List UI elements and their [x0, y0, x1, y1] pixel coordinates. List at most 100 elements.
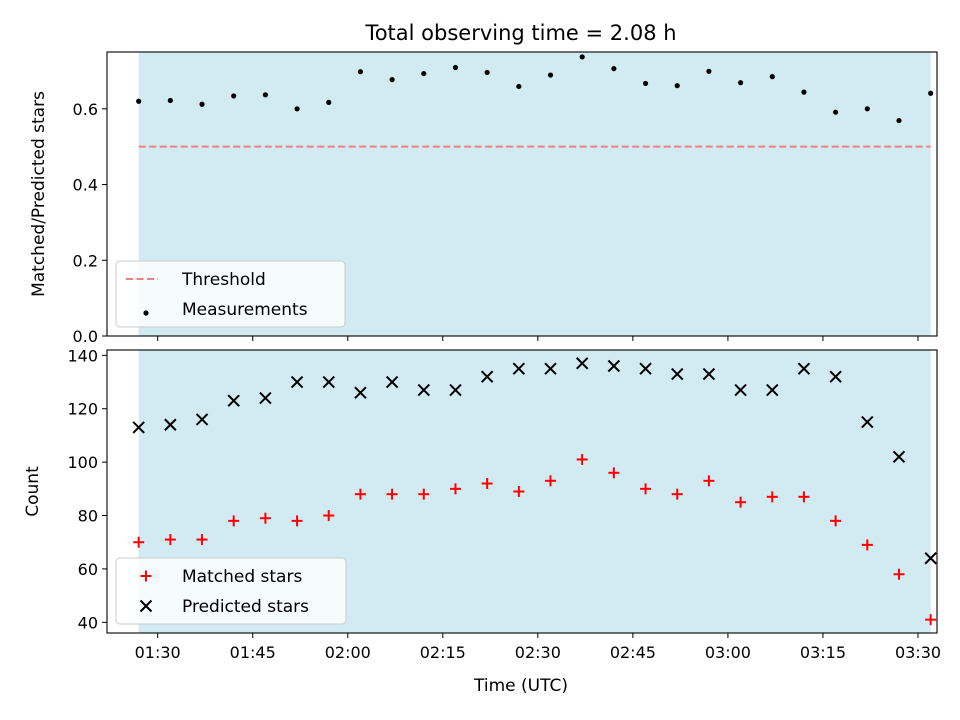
- legend-label-measurements: Measurements: [182, 300, 308, 320]
- predicted-stars-point-2: [195, 413, 209, 426]
- matched-stars-point-2: [196, 534, 208, 546]
- predicted-stars-point-8: [385, 375, 399, 389]
- matched-stars-point-3: [228, 515, 240, 527]
- xtick-label-6: 03:00: [705, 643, 751, 662]
- ratio-ytick-label-2: 0.4: [73, 176, 98, 195]
- predicted-stars-point-9: [417, 383, 431, 397]
- count-ytick-label-0: 40: [78, 613, 98, 632]
- ratio-ytick-label-1: 0.2: [73, 251, 98, 270]
- predicted-stars-point-6: [322, 375, 335, 389]
- xtick-label-2: 02:00: [325, 643, 371, 662]
- measurements-point-18: [706, 68, 712, 74]
- predicted-stars-point-15: [607, 359, 621, 373]
- predicted-stars-point-11: [480, 370, 494, 383]
- predicted-stars-point-12: [512, 362, 526, 375]
- measurements-point-6: [326, 99, 332, 105]
- measurements-point-13: [547, 72, 554, 78]
- legend-label-threshold: Threshold: [181, 270, 266, 290]
- predicted-stars-point-25: [924, 552, 937, 565]
- matched-stars-point-8: [386, 488, 398, 500]
- measurements-point-12: [516, 83, 522, 90]
- predicted-stars-point-24: [892, 450, 906, 463]
- predicted-stars-point-16: [639, 362, 652, 375]
- matched-stars-point-15: [608, 467, 620, 479]
- count-ytick-label-1: 60: [78, 560, 98, 579]
- matched-stars-point-20: [766, 491, 778, 503]
- xtick-label-3: 02:15: [420, 643, 466, 662]
- predicted-stars-point-21: [797, 362, 811, 375]
- measurements-point-25: [928, 90, 934, 96]
- x-axis-label: Time (UTC): [473, 676, 568, 696]
- measurements-point-15: [611, 66, 617, 72]
- matched-stars-point-12: [513, 486, 525, 497]
- matched-stars-point-10: [449, 483, 461, 495]
- measurements-point-9: [421, 70, 427, 77]
- predicted-stars-point-7: [354, 386, 367, 399]
- measurements-point-21: [801, 89, 807, 95]
- matched-stars-point-6: [323, 510, 335, 522]
- count-legend: Matched stars Predicted stars: [115, 557, 347, 625]
- matched-stars-point-7: [354, 488, 366, 500]
- measurements-point-5: [294, 106, 300, 112]
- chart-title: Total observing time = 2.08 h: [364, 21, 676, 45]
- predicted-stars-point-20: [766, 383, 779, 397]
- matched-stars-point-16: [640, 483, 652, 495]
- matched-stars-point-21: [798, 491, 810, 503]
- legend-label-matched-stars: Matched stars: [182, 567, 302, 587]
- measurements-point-17: [674, 83, 680, 89]
- matched-stars-point-4: [259, 512, 271, 524]
- ratio-axes-frame: [106, 51, 938, 337]
- measurements-point-23: [864, 106, 870, 112]
- measurements-point-22: [833, 109, 839, 115]
- matched-stars-point-22: [830, 515, 842, 527]
- count-ytick-label-4: 120: [67, 400, 98, 419]
- ratio-y-axis-label: Matched/Predicted stars: [29, 91, 49, 297]
- predicted-stars-point-5: [290, 375, 304, 389]
- predicted-stars-point-4: [259, 391, 272, 405]
- predicted-stars-point-0: [132, 421, 145, 434]
- measurements-point-16: [642, 80, 649, 87]
- predicted-stars-point-17: [671, 367, 684, 381]
- ratio-panel: 0.0 0.2 0.4 0.6 Matched/Predicted stars Thres…: [29, 51, 938, 346]
- count-y-axis-label: Count: [23, 466, 43, 517]
- matched-stars-point-13: [545, 475, 557, 487]
- matched-stars-point-0: [133, 536, 145, 548]
- predicted-stars-point-14: [575, 357, 589, 370]
- matched-stars-point-24: [893, 568, 905, 580]
- matched-stars-point-1: [164, 534, 176, 546]
- ratio-ytick-label-0: 0.0: [73, 327, 98, 346]
- measurements-point-8: [389, 77, 395, 83]
- matched-stars-point-14: [576, 453, 588, 465]
- matched-stars-point-5: [291, 515, 303, 527]
- predicted-stars-point-13: [544, 362, 557, 375]
- xtick-label-8: 03:30: [895, 643, 941, 662]
- matched-stars-point-17: [671, 488, 683, 500]
- predicted-stars-point-23: [861, 415, 874, 429]
- legend-label-predicted-stars: Predicted stars: [182, 597, 309, 617]
- xtick-label-5: 02:45: [610, 643, 656, 662]
- xtick-label-1: 01:45: [230, 643, 276, 662]
- measurements-point-19: [737, 80, 744, 86]
- measurements-point-2: [199, 101, 205, 107]
- matched-stars-point-11: [481, 477, 493, 489]
- measurements-point-14: [579, 54, 585, 60]
- matched-stars-point-19: [735, 496, 747, 508]
- legend-swatch-matched-stars: [140, 570, 152, 582]
- ratio-legend: Threshold Measurements: [115, 260, 346, 328]
- count-ytick-label-5: 140: [67, 346, 98, 365]
- count-ytick-label-2: 80: [78, 507, 98, 526]
- count-panel: 40 60 80 100 120 140 01:30 01:45 02:00 02:15 02:30…: [23, 346, 941, 662]
- measurements-point-4: [262, 92, 268, 98]
- predicted-stars-point-3: [227, 394, 240, 407]
- measurements-point-20: [769, 74, 775, 80]
- predicted-stars-point-19: [734, 383, 747, 397]
- measurements-point-7: [357, 69, 364, 75]
- measurements-point-11: [484, 69, 490, 76]
- measurements-point-3: [231, 93, 237, 99]
- predicted-stars-point-18: [702, 367, 716, 381]
- matched-stars-point-23: [861, 539, 873, 551]
- predicted-stars-point-10: [449, 383, 462, 397]
- ratio-legend-box: [115, 260, 346, 328]
- xtick-label-4: 02:30: [515, 643, 561, 662]
